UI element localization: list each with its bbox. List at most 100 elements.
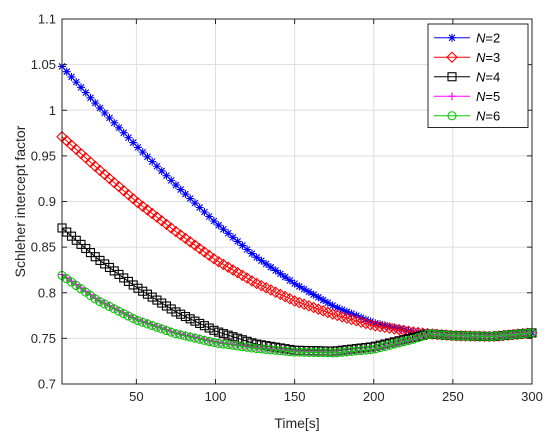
data-point-marker [304,347,314,357]
data-point-marker [127,193,139,205]
data-point-marker [138,286,148,296]
data-point-marker [146,207,158,220]
y-tick-label: 0.95 [31,148,56,163]
data-point-marker [223,330,233,340]
data-point-marker [147,292,157,302]
data-point-marker [261,344,271,354]
data-point-marker [119,309,129,319]
data-point-marker [76,284,86,294]
data-point-marker [328,301,337,310]
data-point-marker [190,333,200,343]
data-point-marker [214,338,224,348]
data-point-marker [423,329,433,339]
data-point-marker [370,344,380,354]
legend-label-value: =5 [485,89,500,104]
data-point-marker [318,348,328,358]
data-point-marker [124,133,133,142]
data-point-marker [218,329,228,339]
data-point-marker [266,263,275,272]
data-point-marker [152,162,161,171]
data-point-marker [152,322,162,332]
data-point-marker [304,287,313,296]
legend-label-value: =2 [485,30,500,45]
data-point-marker [105,113,114,122]
data-point-marker [165,222,177,234]
legend-label-var: N [476,69,486,84]
data-point-marker [109,304,119,314]
data-point-marker [119,128,128,137]
data-point-marker [300,285,309,294]
data-point-marker [90,294,100,304]
legend-label: N=4 [476,69,500,84]
data-point-marker [494,331,504,341]
x-tick-label: 100 [205,389,227,404]
legend-label-value: =6 [485,108,500,123]
data-point-marker [133,283,143,293]
data-point-marker [361,315,370,324]
legend-box [427,23,529,128]
data-point-marker [110,118,119,127]
data-point-marker [451,331,461,341]
data-point-marker [138,148,147,157]
data-point-marker [95,104,104,113]
data-point-marker [157,166,166,175]
data-point-marker [185,314,195,324]
data-point-marker [133,143,142,152]
y-tick-label: 0.75 [31,331,56,346]
data-point-marker [171,181,180,190]
data-point-marker [271,266,280,275]
legend-item: N=3 [434,50,500,65]
data-point-marker [399,337,409,347]
data-point-marker [185,332,195,342]
y-tick-label: 1.1 [38,12,56,27]
data-point-marker [212,255,225,268]
data-point-marker [190,199,199,208]
legend-item: N=2 [434,30,500,45]
data-point-marker [157,298,167,308]
data-point-marker [374,320,386,333]
legend-marker [448,92,456,101]
data-point-marker [313,348,323,358]
x-tick-label: 200 [363,389,385,404]
data-point-marker [86,93,95,102]
data-point-marker [199,335,209,345]
data-point-marker [155,214,168,227]
data-point-marker [62,274,72,284]
data-point-marker [338,305,347,314]
legend: N=2N=3N=4N=5N=6 [427,23,529,128]
data-point-marker [176,185,185,194]
data-point-marker [208,252,220,265]
data-point-marker [100,299,110,309]
data-point-marker [193,242,206,255]
x-tick-label: 300 [521,389,543,404]
data-point-marker [247,343,257,353]
data-point-marker [138,317,148,327]
data-point-marker [319,296,328,305]
data-point-marker [114,123,123,132]
data-point-marker [333,303,342,312]
data-point-marker [132,196,144,209]
data-point-marker [323,298,332,307]
legend-item: N=6 [434,108,500,123]
data-point-marker [285,347,295,357]
data-point-marker [95,297,105,307]
legend-label-var: N [476,89,486,104]
legend-label-var: N [476,30,486,45]
data-point-marker [142,289,153,299]
data-point-marker [190,316,200,326]
data-point-marker [385,340,395,350]
data-point-marker [228,233,237,242]
data-point-marker [233,237,242,246]
data-point-marker [294,347,304,357]
data-point-marker [217,258,230,271]
data-point-marker [209,216,218,225]
legend-item: N=5 [434,89,500,104]
data-point-marker [247,249,256,258]
data-point-marker [161,325,171,336]
data-point-marker [151,211,163,223]
data-point-marker [143,152,152,161]
data-point-marker [290,347,300,357]
data-point-marker [337,347,347,357]
data-point-marker [174,229,187,241]
data-point-marker [152,295,162,305]
